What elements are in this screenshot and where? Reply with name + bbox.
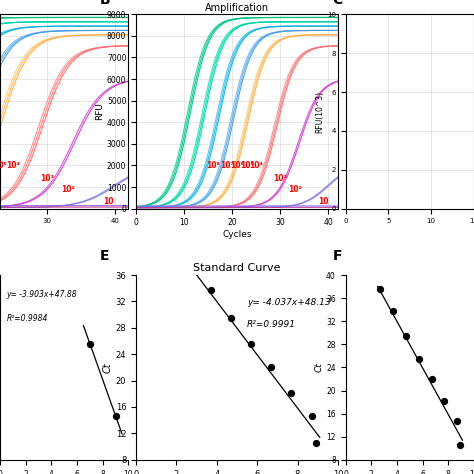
Point: [267, 364, 275, 371]
Text: y= -4.037x+48.13: y= -4.037x+48.13: [247, 298, 331, 307]
Text: B: B: [100, 0, 110, 8]
Text: R²=0.9984: R²=0.9984: [7, 314, 48, 323]
Point: [402, 332, 410, 339]
Y-axis label: RFU: RFU: [95, 102, 104, 120]
Title: Amplification: Amplification: [205, 3, 269, 13]
Text: 10⁴: 10⁴: [249, 161, 263, 170]
Point: [376, 285, 384, 292]
Point: [227, 314, 235, 322]
Point: [415, 355, 422, 363]
Title: Standard Curve: Standard Curve: [193, 263, 281, 273]
Text: 10⁶: 10⁶: [230, 161, 244, 170]
Text: 10⁷: 10⁷: [220, 161, 234, 170]
Text: 10²: 10²: [61, 185, 74, 194]
Text: 10³: 10³: [273, 174, 287, 183]
Point: [86, 340, 94, 348]
Text: 10⁴: 10⁴: [7, 161, 20, 170]
Text: F: F: [333, 249, 342, 263]
Point: [456, 442, 464, 449]
Text: 10²: 10²: [288, 185, 301, 194]
Text: R²=0.9991: R²=0.9991: [247, 320, 296, 329]
Point: [112, 412, 119, 420]
Y-axis label: Ct: Ct: [314, 363, 323, 372]
Text: 10³: 10³: [40, 174, 54, 183]
Point: [288, 389, 295, 397]
Text: 10⁸: 10⁸: [206, 161, 220, 170]
Point: [207, 286, 215, 293]
Y-axis label: RFU(10^3): RFU(10^3): [315, 91, 324, 133]
Text: C: C: [333, 0, 343, 8]
Text: y= -3.903x+47.88: y= -3.903x+47.88: [7, 290, 77, 299]
Point: [389, 307, 397, 315]
Text: 10: 10: [318, 197, 329, 206]
X-axis label: Cycles: Cycles: [222, 230, 252, 239]
Y-axis label: Ct: Ct: [103, 362, 113, 373]
Text: 10: 10: [103, 197, 113, 206]
Text: 10⁵: 10⁵: [0, 161, 7, 170]
Point: [454, 417, 461, 425]
Text: 10⁵: 10⁵: [240, 161, 254, 170]
Point: [308, 412, 316, 419]
Point: [312, 439, 319, 447]
Point: [441, 398, 448, 405]
Point: [247, 340, 255, 348]
Text: E: E: [100, 249, 109, 263]
Point: [187, 261, 194, 268]
Point: [428, 375, 436, 383]
